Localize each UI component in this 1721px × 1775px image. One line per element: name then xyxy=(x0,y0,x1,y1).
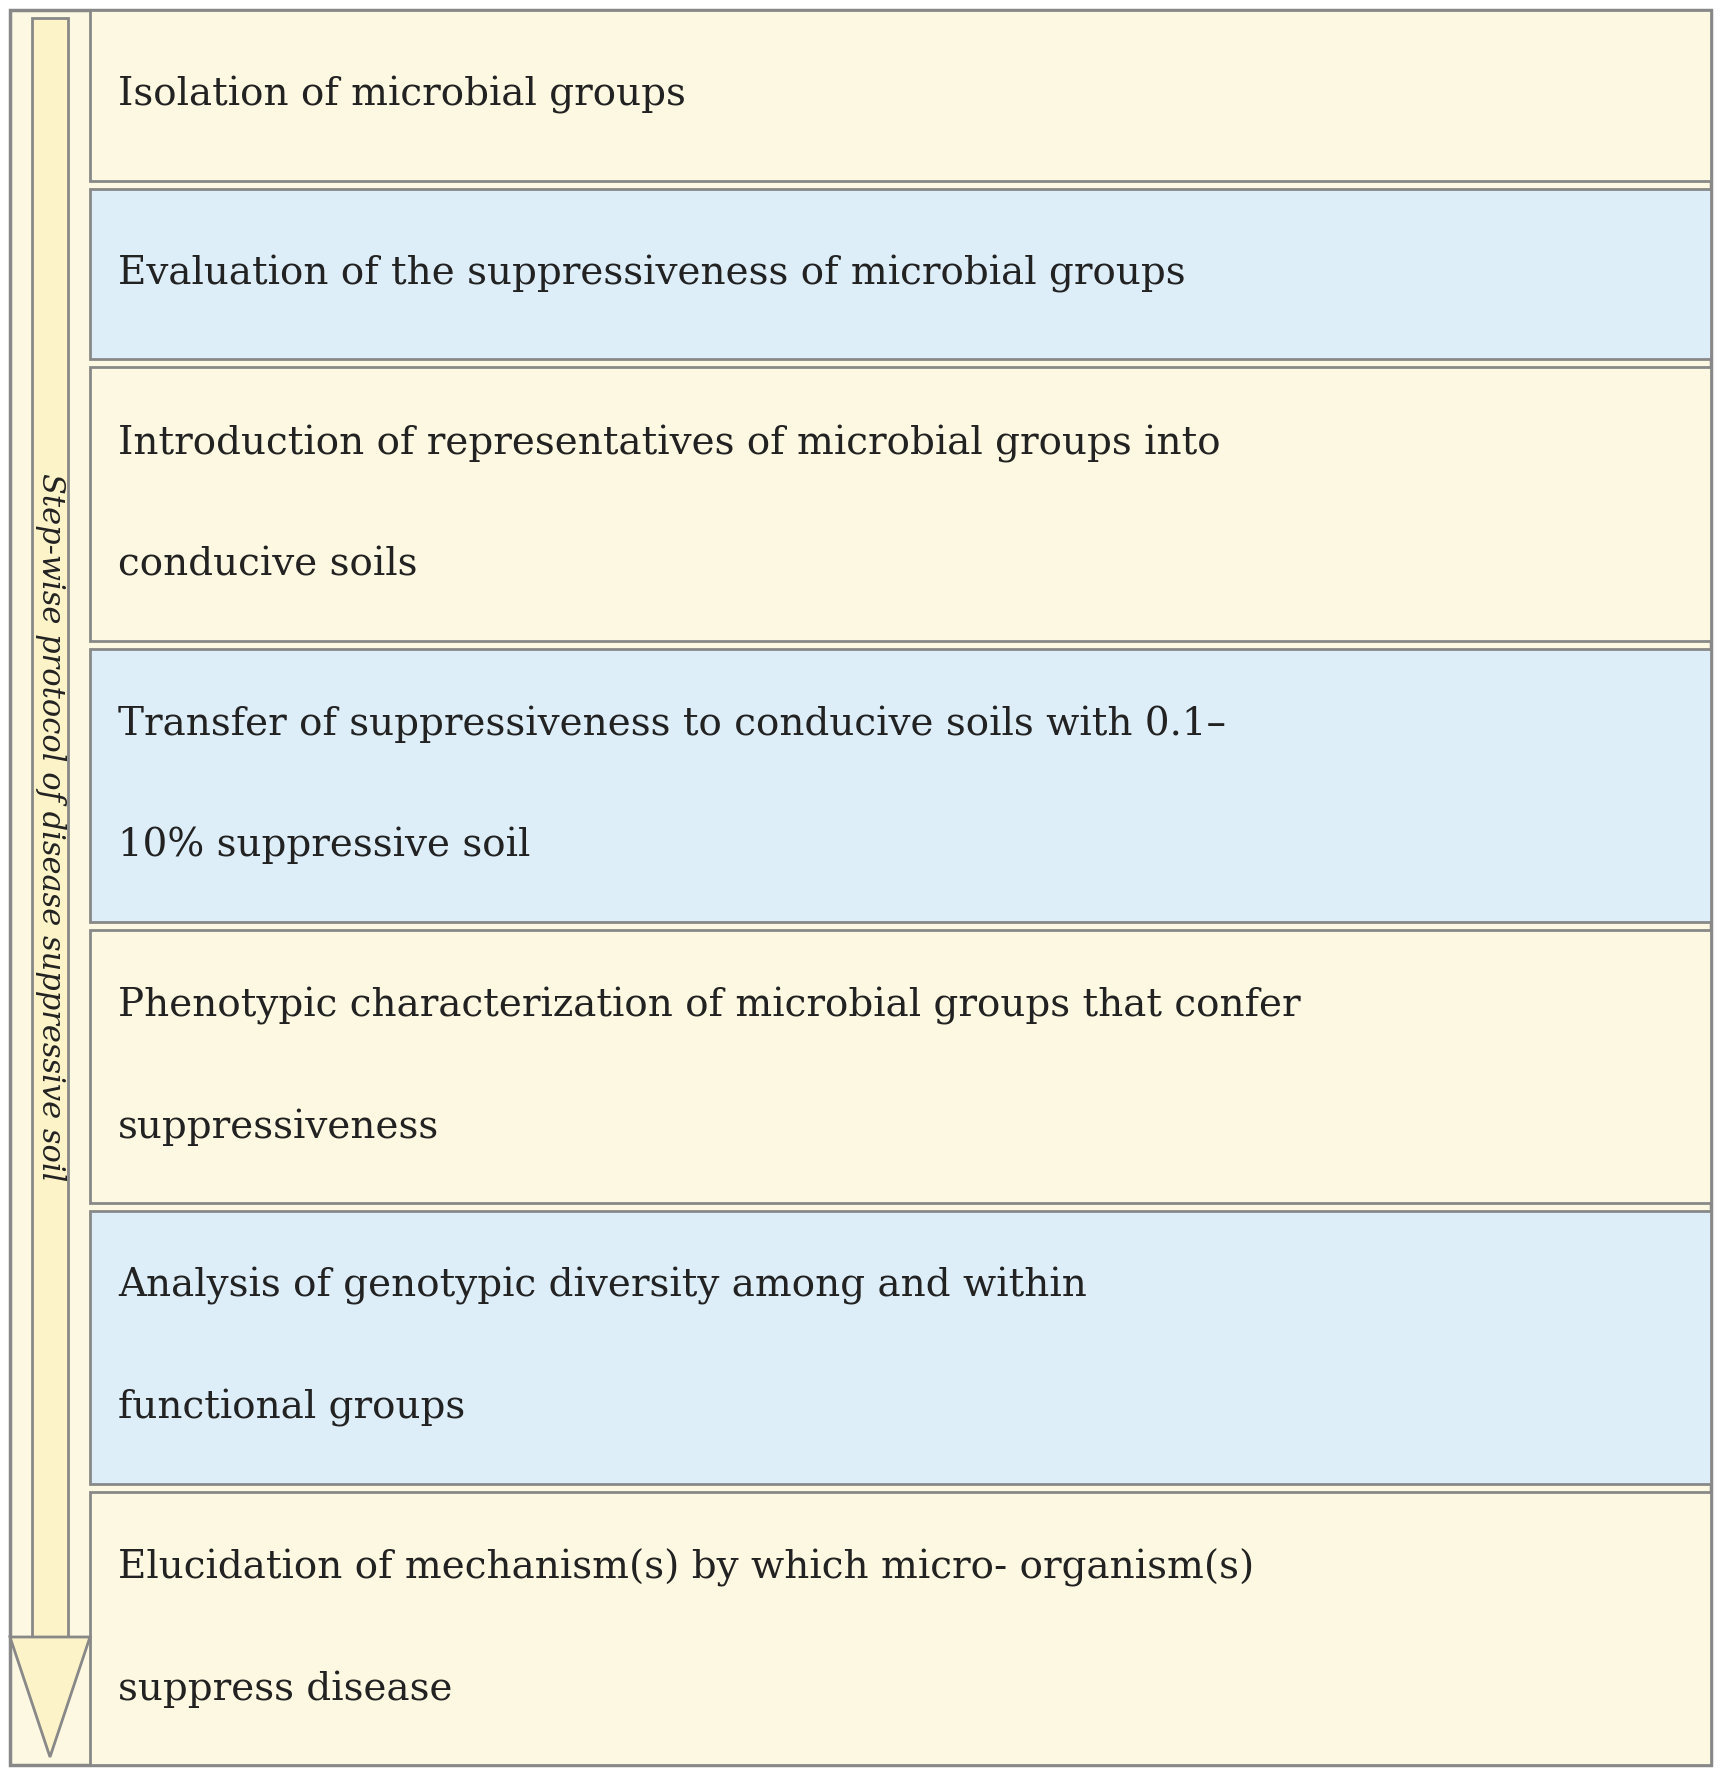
Bar xyxy=(89,11,1711,181)
Bar xyxy=(89,648,1711,921)
Text: Phenotypic characterization of microbial groups that confer

suppressiveness: Phenotypic characterization of microbial… xyxy=(119,987,1301,1147)
Text: Transfer of suppressiveness to conducive soils with 0.1–

10% suppressive soil: Transfer of suppressiveness to conducive… xyxy=(119,706,1225,864)
Bar xyxy=(89,1211,1711,1484)
Bar xyxy=(89,930,1711,1203)
Text: Isolation of microbial groups: Isolation of microbial groups xyxy=(119,76,687,114)
Bar xyxy=(89,367,1711,641)
Text: Step-wise protocol of disease suppressive soil: Step-wise protocol of disease suppressiv… xyxy=(34,474,65,1182)
Text: Elucidation of mechanism(s) by which micro- organism(s)

suppress disease: Elucidation of mechanism(s) by which mic… xyxy=(119,1548,1255,1708)
Bar xyxy=(33,18,69,1637)
Bar xyxy=(89,188,1711,359)
Bar xyxy=(89,1491,1711,1764)
Text: Analysis of genotypic diversity among and within

functional groups: Analysis of genotypic diversity among an… xyxy=(119,1267,1088,1427)
Text: Evaluation of the suppressiveness of microbial groups: Evaluation of the suppressiveness of mic… xyxy=(119,256,1186,293)
Text: Introduction of representatives of microbial groups into

conducive soils: Introduction of representatives of micro… xyxy=(119,424,1220,584)
Polygon shape xyxy=(10,1637,89,1757)
